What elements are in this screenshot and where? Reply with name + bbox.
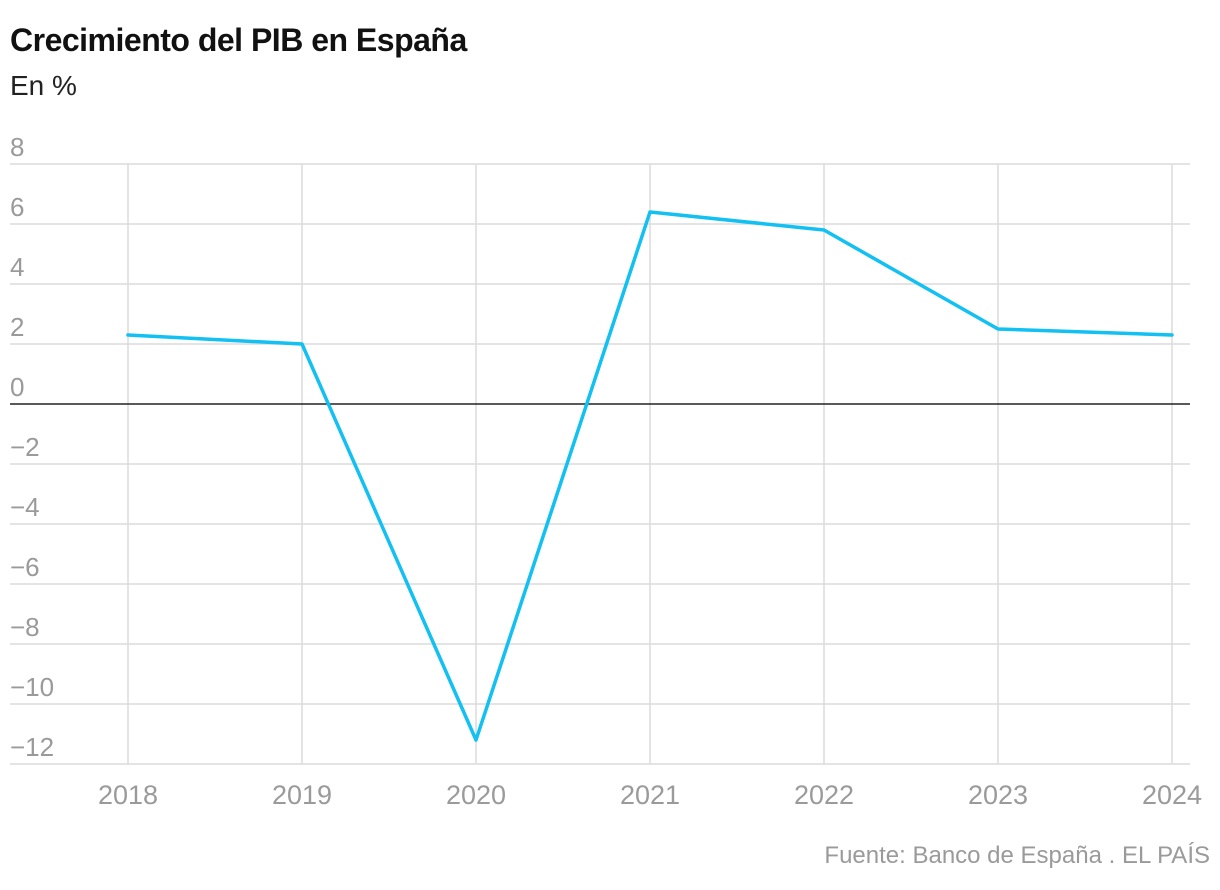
data-point — [300, 342, 304, 346]
y-tick-label: −4 — [10, 492, 40, 522]
y-tick-label: 6 — [10, 192, 24, 222]
chart-title: Crecimiento del PIB en España — [10, 22, 467, 58]
y-tick-label: −6 — [10, 552, 40, 582]
x-tick-label: 2021 — [620, 780, 680, 810]
x-tick-label: 2018 — [98, 780, 158, 810]
y-tick-label: −12 — [10, 732, 54, 762]
y-tick-label: 8 — [10, 132, 24, 162]
y-tick-label: −8 — [10, 612, 40, 642]
data-point — [822, 228, 826, 232]
x-tick-label: 2020 — [446, 780, 506, 810]
y-tick-label: 0 — [10, 372, 24, 402]
x-tick-label: 2019 — [272, 780, 332, 810]
data-point — [126, 333, 130, 337]
data-point — [474, 738, 478, 742]
source-credit: Fuente: Banco de España . EL PAÍS — [824, 842, 1210, 869]
data-point — [996, 327, 1000, 331]
chart-subtitle: En % — [10, 70, 77, 101]
y-tick-label: 4 — [10, 252, 24, 282]
x-tick-label: 2023 — [968, 780, 1028, 810]
y-tick-label: 2 — [10, 312, 24, 342]
y-tick-label: −10 — [10, 672, 54, 702]
y-tick-label: −2 — [10, 432, 40, 462]
x-tick-label: 2024 — [1142, 780, 1202, 810]
data-point — [648, 210, 652, 214]
x-tick-label: 2022 — [794, 780, 854, 810]
data-point — [1170, 333, 1174, 337]
